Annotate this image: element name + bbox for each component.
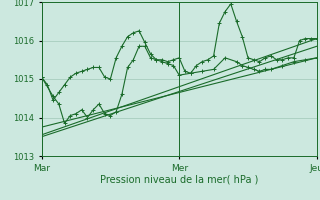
X-axis label: Pression niveau de la mer( hPa ): Pression niveau de la mer( hPa ) — [100, 174, 258, 184]
